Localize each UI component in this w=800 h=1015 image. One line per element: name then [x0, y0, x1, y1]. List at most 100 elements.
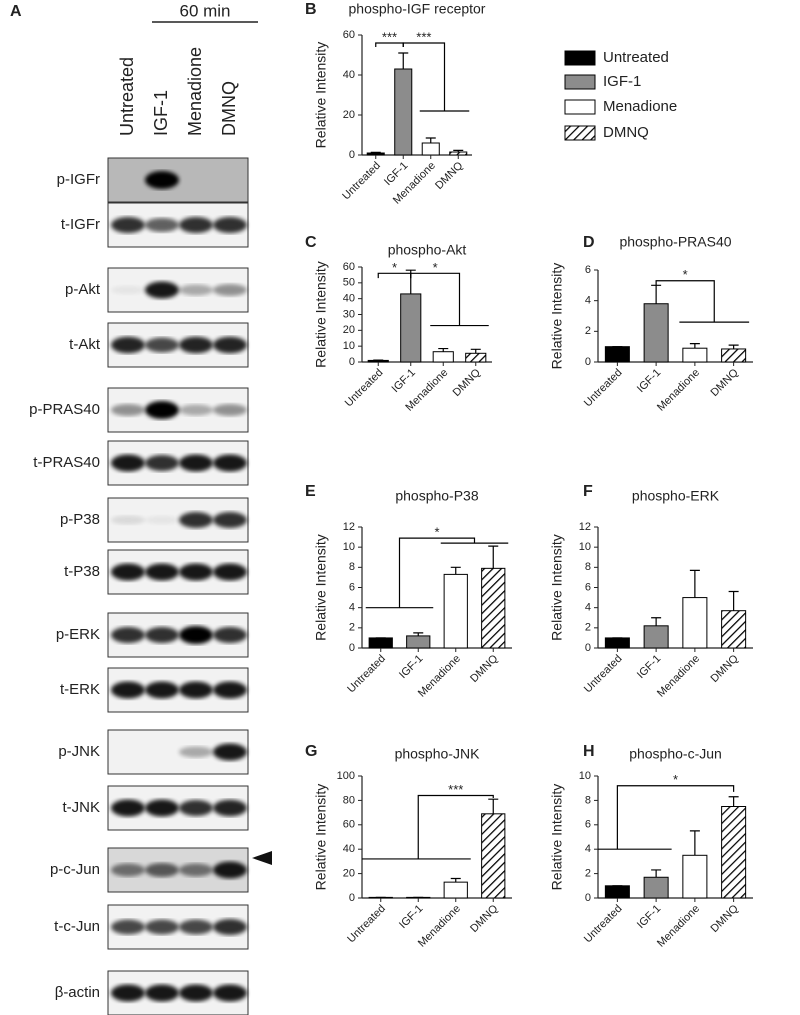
y-tick-label: 0	[349, 356, 355, 368]
y-tick-label: 6	[349, 581, 355, 593]
blot-label: p-PRAS40	[29, 401, 100, 418]
bar	[682, 347, 708, 363]
bar	[643, 303, 669, 363]
significance-label: *	[683, 267, 688, 282]
bar	[604, 885, 630, 899]
x-tick-label: DMNQ	[709, 902, 742, 935]
blot-band	[145, 218, 179, 232]
chart-title: phospho-Akt	[388, 242, 467, 258]
blot-band	[213, 563, 247, 581]
x-tick-label: IGF-1	[397, 903, 425, 931]
x-tick-label: DMNQ	[433, 159, 466, 192]
x-tick-label: IGF-1	[635, 903, 663, 931]
y-tick-label: 0	[349, 149, 355, 161]
blot-band	[179, 404, 213, 416]
blot-band	[145, 681, 179, 699]
y-tick-label: 10	[343, 340, 355, 352]
arrowhead	[252, 851, 272, 865]
blot-band	[179, 336, 213, 354]
y-tick-label: 0	[349, 892, 355, 904]
x-tick-label: Untreated	[343, 367, 386, 410]
blot-label: p-Akt	[65, 281, 101, 298]
y-tick-label: 80	[343, 794, 355, 806]
bar	[682, 854, 708, 899]
lane-header: IGF-1	[151, 90, 171, 136]
blot-label: p-IGFr	[57, 171, 100, 188]
blot-band	[213, 919, 247, 935]
error-bar	[651, 869, 662, 878]
y-tick-label: 8	[585, 561, 591, 573]
error-bar	[450, 566, 461, 575]
x-tick-label: Menadione	[655, 653, 702, 700]
blot-band	[111, 404, 145, 416]
blot-band	[145, 863, 179, 877]
y-tick-label: 30	[343, 308, 355, 320]
blot-band	[145, 799, 179, 817]
blot-band	[213, 217, 247, 233]
y-axis-label: Relative Intensity	[313, 42, 329, 149]
bar	[406, 635, 431, 649]
blot-band	[213, 336, 247, 354]
y-tick-label: 2	[585, 868, 591, 880]
blot-band	[179, 563, 213, 581]
y-tick-label: 0	[585, 356, 591, 368]
blot-label: t-P38	[64, 563, 100, 580]
blot-band	[179, 863, 213, 877]
y-tick-label: 10	[579, 541, 591, 553]
bar	[443, 573, 468, 649]
lane-header: Untreated	[117, 57, 137, 136]
x-tick-label: Untreated	[340, 160, 383, 203]
blot-band	[213, 861, 247, 879]
significance-bracket	[398, 537, 476, 608]
y-axis-label: Relative Intensity	[549, 263, 565, 370]
x-tick-label: IGF-1	[390, 367, 418, 395]
y-tick-label: 40	[343, 293, 355, 305]
y-tick-label: 2	[585, 325, 591, 337]
bar	[432, 351, 454, 363]
panel-letter: G	[305, 743, 317, 760]
blot-band	[111, 285, 145, 295]
bar	[682, 597, 708, 649]
blot-label: t-ERK	[60, 681, 100, 698]
significance-bracket	[417, 794, 494, 859]
bar	[400, 293, 422, 363]
legend-swatch	[564, 50, 596, 66]
y-tick-label: 12	[579, 521, 591, 533]
blot-band	[111, 984, 145, 1002]
blot-label: p-P38	[60, 511, 100, 528]
panel-letter: H	[583, 743, 595, 760]
y-tick-label: 40	[343, 69, 355, 81]
blot-band	[111, 563, 145, 581]
blot-band	[145, 455, 179, 471]
blot-band	[179, 746, 213, 758]
error-bar	[689, 343, 700, 349]
blot-band	[145, 563, 179, 581]
blot-label: t-JNK	[63, 799, 101, 816]
y-tick-label: 0	[349, 642, 355, 654]
blot-band	[145, 919, 179, 935]
error-bar	[728, 590, 739, 611]
bar	[604, 346, 630, 363]
bar	[643, 876, 669, 899]
blot-band	[111, 515, 145, 525]
error-bar	[470, 348, 481, 354]
chart-title: phospho-IGF receptor	[349, 1, 486, 17]
blot-band	[145, 984, 179, 1002]
bar	[643, 625, 669, 649]
y-tick-label: 0	[585, 892, 591, 904]
y-tick-label: 40	[343, 843, 355, 855]
blot-band	[111, 863, 145, 877]
bar	[368, 637, 393, 649]
y-tick-label: 20	[343, 868, 355, 880]
blot-label: β-actin	[55, 984, 100, 1001]
legend-swatch	[564, 74, 596, 90]
blot-band	[179, 681, 213, 699]
significance-bracket	[402, 42, 446, 111]
panel-letter: F	[583, 483, 593, 500]
blot-label: t-c-Jun	[54, 918, 100, 935]
blot-band	[145, 171, 179, 189]
blot-band	[145, 401, 179, 419]
y-tick-label: 6	[585, 264, 591, 276]
bar	[721, 348, 747, 363]
blot-band	[145, 515, 179, 525]
